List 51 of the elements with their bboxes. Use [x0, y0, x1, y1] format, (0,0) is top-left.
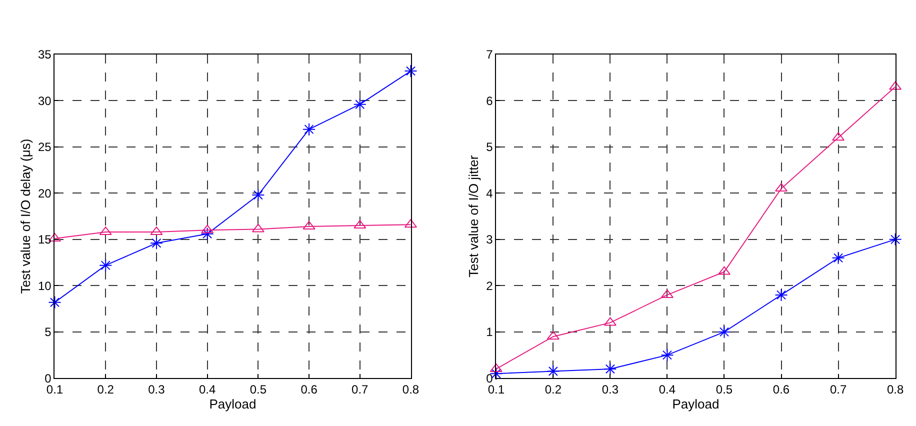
- y-tick-label: 25: [38, 140, 52, 154]
- y-tick-label: 4: [486, 186, 494, 200]
- point: [546, 364, 560, 378]
- x-tick-label: 0.4: [198, 382, 216, 397]
- y-tick-label: 5: [44, 325, 52, 340]
- y-tick-label: 0: [44, 371, 52, 386]
- point: [99, 258, 112, 272]
- y-tick-label: 15: [38, 232, 52, 247]
- y-tick-label: 2: [486, 278, 494, 293]
- x-tick-label: 0.5: [716, 382, 733, 397]
- x-tick-label: 0.8: [402, 382, 420, 397]
- x-tick-label: 0.2: [544, 382, 562, 397]
- x-tick-label: 0.5: [250, 382, 267, 397]
- point: [604, 362, 617, 376]
- y-tick-label: 10: [38, 278, 52, 293]
- x-tick-label: 0.3: [148, 382, 166, 397]
- y-axis-title: Test value of I/O delay (μs): [18, 138, 33, 294]
- point: [404, 64, 418, 78]
- point: [150, 236, 163, 250]
- x-tick-label: 0.7: [830, 382, 847, 397]
- y-axis-title: Test value of I/O jitter: [466, 154, 482, 278]
- x-tick-label: 0.1: [46, 382, 64, 397]
- x-tick-label: 0.2: [97, 382, 114, 397]
- x-tick-label: 0.6: [300, 382, 318, 397]
- x-tick-label: 0.1: [488, 382, 505, 397]
- point: [718, 325, 731, 338]
- x-tick-label: 0.7: [352, 382, 369, 397]
- point: [774, 288, 788, 302]
- x-axis-title: Payload: [672, 396, 720, 412]
- y-tick-label: 35: [38, 48, 52, 62]
- point: [832, 251, 845, 264]
- x-tick-label: 0.8: [886, 382, 904, 397]
- point: [353, 98, 366, 111]
- point: [252, 188, 265, 202]
- x-tick-label: 0.3: [602, 382, 619, 397]
- point: [200, 227, 214, 240]
- x-axis-title: Payload: [209, 396, 256, 412]
- point: [48, 296, 62, 309]
- y-tick-label: 20: [38, 186, 52, 200]
- point: [660, 348, 674, 362]
- y-tick-label: 1: [486, 325, 494, 340]
- y-tick-label: 0: [486, 371, 494, 386]
- point: [302, 122, 316, 136]
- x-tick-label: 0.6: [772, 382, 790, 397]
- y-tick-label: 3: [486, 232, 494, 247]
- point: [888, 232, 902, 246]
- y-tick-label: 7: [486, 48, 494, 62]
- y-tick-label: 5: [486, 140, 494, 154]
- x-tick-label: 0.4: [658, 382, 676, 397]
- y-tick-label: 30: [38, 94, 52, 108]
- y-tick-label: 6: [486, 94, 494, 108]
